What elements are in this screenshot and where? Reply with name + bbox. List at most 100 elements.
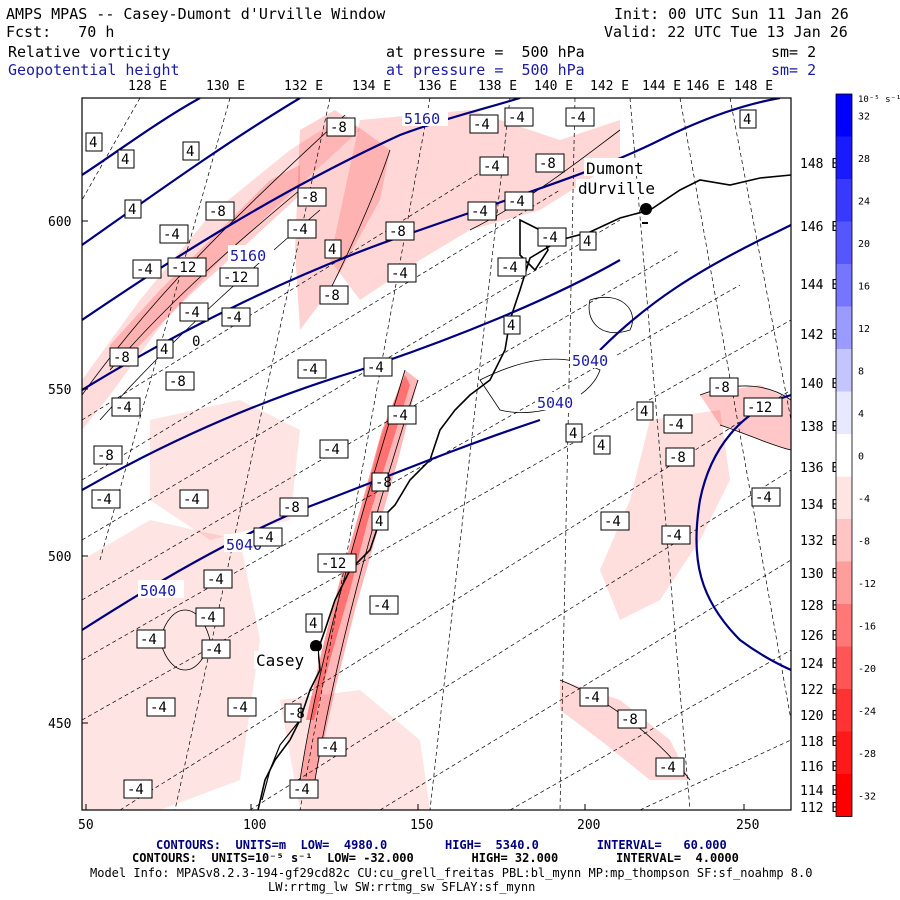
colorbar-tick-label: 16: [858, 282, 870, 293]
vort-label: -4: [225, 310, 242, 326]
height-label-5040-east: 5040: [572, 352, 608, 370]
colorbar-segment: [836, 604, 852, 647]
colorbar-tick-label: 32: [858, 112, 870, 123]
height-label-5040-mid: 5040: [226, 536, 262, 554]
colorbar-segment: [836, 264, 852, 307]
model-info: Model Info: MPASv8.2.3-194-gf29cd82c CU:…: [90, 866, 813, 880]
colorbar-unit: 10⁻⁵ s⁻¹: [858, 95, 900, 105]
vort-label: 4: [121, 152, 129, 168]
vorticity-contour-info: CONTOURS: UNITS=10⁻⁵ s⁻¹ LOW= -32.000 HI…: [132, 851, 739, 865]
latitude-label: 122 E: [800, 683, 839, 698]
vort-label: -4: [473, 117, 490, 133]
longitude-label: 136 E: [418, 79, 457, 94]
vort-label: 4: [507, 318, 515, 334]
latitude-label: 124 E: [800, 657, 839, 672]
latitude-label: 112 E: [800, 801, 839, 816]
colorbar-segment: [836, 94, 852, 137]
vort-label: -8: [323, 288, 340, 304]
field2-name: Geopotential height: [8, 61, 180, 79]
vort-southwest: [82, 520, 260, 810]
vort-label: -4: [291, 222, 308, 238]
vort-label: -4: [604, 514, 621, 530]
vort-label: -4: [163, 227, 180, 243]
vort-label: -4: [323, 442, 340, 458]
vort-label: 4: [328, 242, 336, 258]
vort-label: -8: [713, 380, 730, 396]
vort-label: -4: [321, 740, 338, 756]
vort-label: -4: [136, 262, 153, 278]
vort-label: -4: [391, 408, 408, 424]
vort-label: -4: [140, 632, 157, 648]
colorbar-tick-label: -28: [858, 749, 876, 760]
model-info-physics: LW:rrtmg_lw SW:rrtmg_sw SFLAY:sf_mynn: [268, 880, 536, 894]
latitude-label: 136 E: [800, 461, 839, 476]
colorbar-segment: [836, 136, 852, 179]
colorbar-segment: [836, 774, 852, 817]
longitude-label: 128 E: [128, 79, 167, 94]
colorbar-segment: [836, 179, 852, 222]
longitude-label: 148 E: [734, 79, 773, 94]
forecast-hour: Fcst: 70 h: [6, 23, 115, 41]
field1-smoothing: sm= 2: [771, 43, 817, 61]
vort-label: -8: [301, 190, 318, 206]
vort-label: -8: [539, 156, 556, 172]
vort-streak-central: [295, 110, 390, 330]
vort-label: -12: [223, 270, 248, 286]
latitude-label: 148 E: [800, 157, 839, 172]
vort-label: -4: [367, 360, 384, 376]
vort-label: -8: [288, 706, 305, 722]
init-time: Init: 00 UTC Sun 11 Jan 26: [614, 5, 849, 23]
vort-label: -4: [95, 492, 112, 508]
vort-label: -4: [231, 700, 248, 716]
vort-label: -8: [330, 120, 347, 136]
vort-label: 4: [186, 144, 194, 160]
height-contour-5160-north: [82, 98, 301, 246]
longitude-label: 132 E: [284, 79, 323, 94]
field2-level: at pressure = 500 hPa: [386, 61, 585, 79]
height-contour-5040-east: [599, 224, 791, 351]
colorbar-segment: [836, 646, 852, 689]
height-contour-info: CONTOURS: UNITS=m LOW= 4980.0 HIGH= 5340…: [156, 838, 727, 852]
vort-label: -4: [583, 690, 600, 706]
graticule: [82, 98, 791, 810]
vort-label: -12: [747, 400, 772, 416]
y-tick-label: 450: [48, 717, 71, 732]
vort-label: -12: [321, 556, 346, 572]
longitude-label: 140 E: [534, 79, 573, 94]
latitude-label: 146 E: [800, 220, 839, 235]
colorbar-tick-label: -20: [858, 664, 876, 675]
vorticity-labels: 4 4 4 4 -8 -8 -8 -4 -4 -4 -12 -12 -8 4 -…: [85, 107, 783, 799]
vort-label: -4: [483, 159, 500, 175]
height-label-5160-top: 5160: [404, 110, 440, 128]
colorbar-segment: [836, 519, 852, 562]
plot-frame: [81, 97, 792, 811]
vort-label: -4: [665, 528, 682, 544]
vort-label: -8: [375, 475, 392, 491]
x-tick-label: 200: [577, 818, 600, 833]
vort-label: 4: [569, 426, 577, 442]
colorbar-segment: [836, 349, 852, 392]
vort-label: -8: [97, 448, 114, 464]
colorbar-segment: [836, 221, 852, 264]
y-tick-label: 600: [48, 215, 71, 230]
figure-title: AMPS MPAS -- Casey-Dumont d'Urville Wind…: [6, 5, 386, 23]
vort-label: -8: [283, 500, 300, 516]
vort-label: -4: [541, 230, 558, 246]
height-label-5160-mid: 5160: [230, 247, 266, 265]
latitude-label: 126 E: [800, 629, 839, 644]
vort-label: -4: [183, 492, 200, 508]
vort-label: 4: [89, 135, 97, 151]
vort-label: -4: [293, 782, 310, 798]
vort-label: -8: [621, 712, 638, 728]
longitude-label: 138 E: [478, 79, 517, 94]
vort-label: -4: [373, 598, 390, 614]
latitude-label: 132 E: [800, 534, 839, 549]
vort-label: -4: [199, 610, 216, 626]
vort-label: -8: [113, 350, 130, 366]
longitude-labels: 128 E 130 E 132 E 134 E 136 E 138 E 140 E 142 E…: [128, 79, 773, 94]
colorbar-segment: [836, 391, 852, 434]
vort-label: -4: [569, 110, 586, 126]
latitude-label: 114 E: [800, 784, 839, 799]
vort-band-west: [82, 115, 360, 430]
stations: Dumont dUrville Casey: [254, 158, 662, 670]
